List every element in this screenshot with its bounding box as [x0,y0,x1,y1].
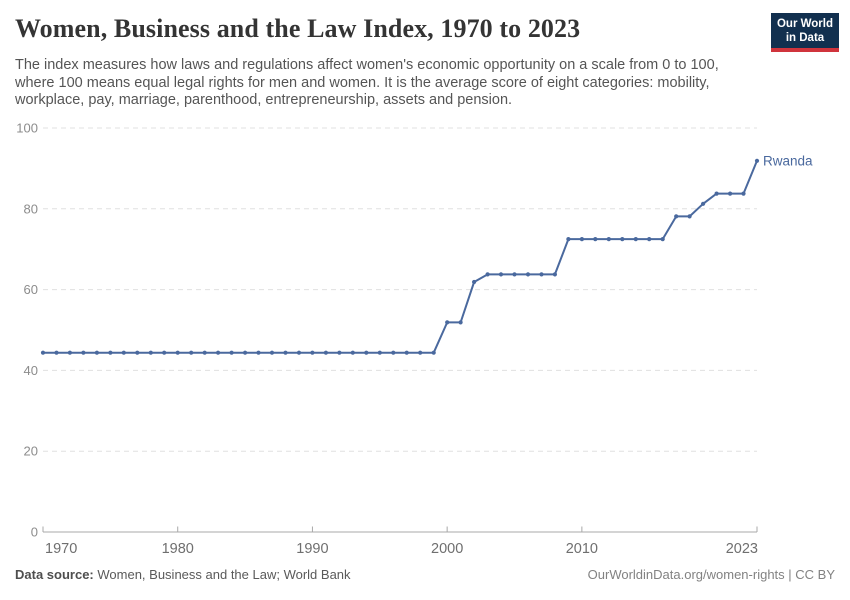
data-point[interactable] [539,272,544,277]
data-point[interactable] [485,272,490,277]
y-tick-label: 20 [24,444,38,459]
data-point[interactable] [94,350,99,355]
page-title: Women, Business and the Law Index, 1970 … [15,14,581,43]
chart-footer: Data source: Women, Business and the Law… [15,567,835,582]
x-tick-label: 1990 [296,541,328,557]
x-tick-label: 1980 [162,541,194,557]
data-point[interactable] [552,272,558,277]
data-point[interactable] [674,214,679,219]
data-point[interactable] [202,350,207,355]
subtitle-line: where 100 means equal legal rights for m… [15,74,710,91]
data-point[interactable] [741,191,746,196]
data-source-label: Data source: [15,567,94,582]
owid-logo-line2: in Data [785,32,825,44]
data-point[interactable] [189,350,194,355]
x-tick-label: 1970 [45,541,77,557]
data-point[interactable] [269,350,275,355]
data-point[interactable] [472,279,477,285]
data-point[interactable] [579,237,585,242]
data-point[interactable] [606,237,611,242]
data-source: Data source: Women, Business and the Law… [15,567,351,582]
attribution-link[interactable]: OurWorldinData.org/women-rights | CC BY [587,567,835,582]
data-point[interactable] [296,350,302,355]
series-label[interactable]: Rwanda [763,153,813,168]
data-point[interactable] [660,237,665,242]
y-tick-label: 0 [31,525,38,540]
data-point[interactable] [445,320,450,325]
data-point[interactable] [431,350,436,355]
data-point[interactable] [337,350,342,355]
data-point[interactable] [310,350,315,355]
data-point[interactable] [512,272,517,277]
y-tick-label: 60 [24,282,38,297]
data-point[interactable] [593,237,598,242]
data-point[interactable] [498,272,504,277]
data-point[interactable] [108,350,113,355]
data-point[interactable] [175,350,180,355]
chart-subtitle: The index measures how laws and regulati… [15,57,719,110]
data-line[interactable] [42,159,758,354]
subtitle-line: The index measures how laws and regulati… [15,57,719,73]
data-point[interactable] [229,350,234,355]
data-point[interactable] [283,350,288,355]
data-point[interactable] [350,350,355,355]
data-point[interactable] [404,350,409,355]
data-point[interactable] [391,350,396,355]
data-point[interactable] [81,350,86,355]
data-source-text: Women, Business and the Law; World Bank [97,567,351,582]
data-point[interactable] [377,350,382,355]
data-point[interactable] [418,350,423,355]
owid-logo[interactable]: Our World in Data [771,13,839,52]
data-point[interactable] [458,320,463,325]
data-point[interactable] [525,272,531,277]
data-point[interactable] [40,350,46,355]
data-point[interactable] [67,350,72,355]
data-point[interactable] [728,191,733,196]
data-point[interactable] [162,350,167,355]
data-point[interactable] [687,214,692,219]
data-point[interactable] [364,350,369,355]
subtitle-line: workplace, pay, marriage, parenthood, en… [15,92,513,109]
data-point[interactable] [714,191,719,196]
data-point[interactable] [135,350,140,355]
x-tick-label: 2010 [566,541,598,557]
owid-logo-line1: Our World [776,18,833,30]
data-point[interactable] [216,350,221,355]
data-point[interactable] [243,350,248,355]
data-point[interactable] [701,201,706,206]
data-point[interactable] [256,350,261,355]
data-point[interactable] [620,237,625,242]
x-tick-label: 2023 [726,541,758,557]
data-point[interactable] [54,350,59,355]
x-tick-label: 2000 [431,541,463,557]
data-point[interactable] [121,350,126,355]
y-tick-label: 80 [24,201,38,216]
y-tick-label: 100 [16,121,38,136]
data-point[interactable] [148,350,153,355]
y-tick-label: 40 [24,363,38,378]
data-point[interactable] [633,237,638,242]
data-point[interactable] [323,350,328,355]
data-point[interactable] [647,237,652,242]
data-point[interactable] [754,158,760,163]
data-point[interactable] [566,237,571,242]
